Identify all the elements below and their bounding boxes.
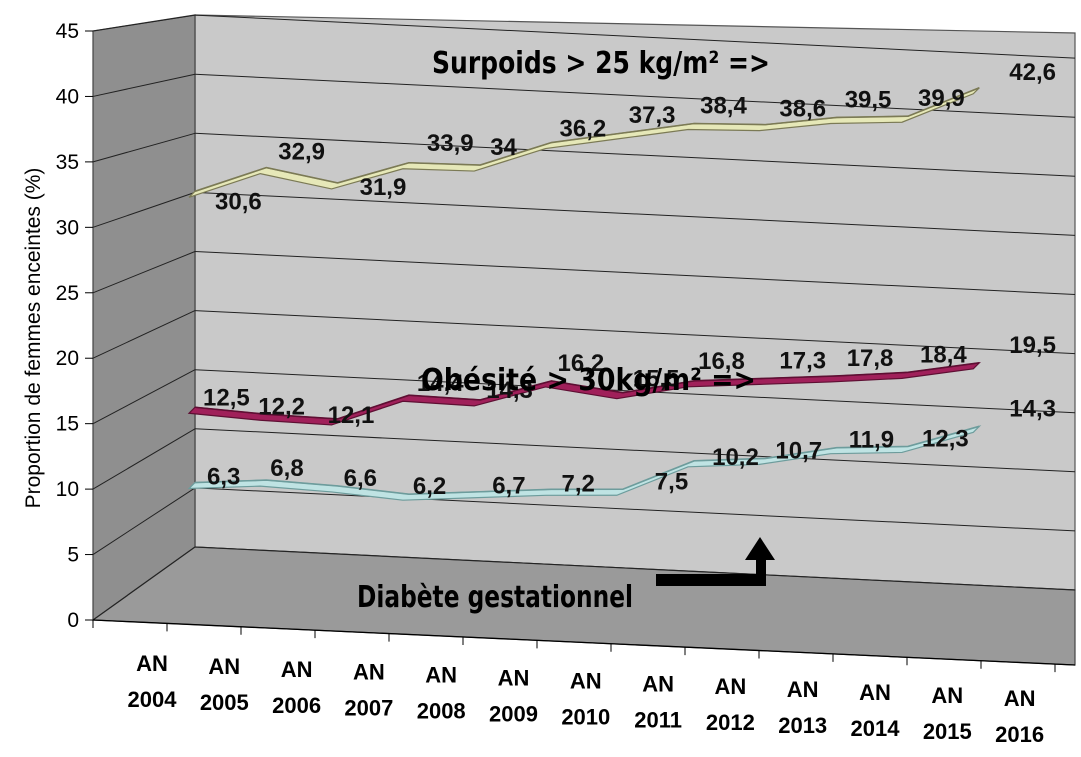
data-label: 36,2 <box>560 116 607 143</box>
x-tick-label-year: 2004 <box>128 687 178 712</box>
x-tick-label-an: AN <box>1004 686 1036 711</box>
data-label: 31,9 <box>360 174 407 201</box>
data-label: 19,5 <box>1009 332 1056 359</box>
x-tick-label-year: 2006 <box>272 693 321 718</box>
annotation-obesite: Obésité > 30kg/m² => <box>421 363 756 398</box>
data-label: 34 <box>490 134 517 161</box>
x-tick-label-an: AN <box>859 680 891 705</box>
x-tick-label-an: AN <box>208 654 240 679</box>
y-tick-label: 45 <box>56 20 79 43</box>
x-tick-label-an: AN <box>931 683 963 708</box>
data-label: 42,6 <box>1009 59 1056 86</box>
x-tick-label-year: 2015 <box>923 719 972 744</box>
x-tick-label-an: AN <box>787 677 819 702</box>
data-label: 38,6 <box>779 96 826 123</box>
y-tick-label: 25 <box>56 282 79 305</box>
data-label: 10,7 <box>775 437 822 464</box>
x-tick-label-year: 2005 <box>200 690 249 715</box>
data-label: 38,4 <box>700 92 747 119</box>
data-label: 6,6 <box>344 465 377 492</box>
data-label: 6,2 <box>413 473 446 500</box>
x-tick-label-an: AN <box>570 668 602 693</box>
data-label: 17,3 <box>779 347 826 374</box>
x-tick-label-an: AN <box>281 657 313 682</box>
annotation-diabete: Diabète gestationnel <box>357 580 633 615</box>
y-tick-label: 20 <box>56 347 79 370</box>
data-label: 6,3 <box>207 464 240 491</box>
x-tick-label-year: 2008 <box>417 699 466 724</box>
x-tick-label-an: AN <box>353 660 385 685</box>
data-label: 14,3 <box>1009 395 1056 422</box>
y-tick-label: 35 <box>56 151 79 174</box>
data-label: 32,9 <box>278 139 325 166</box>
x-tick-label-an: AN <box>715 674 747 699</box>
annotation-surpoids: Surpoids > 25 kg/m² => <box>432 46 770 81</box>
x-tick-label-year: 2016 <box>995 722 1044 747</box>
x-tick-label-year: 2014 <box>851 716 901 741</box>
data-label: 6,7 <box>492 473 525 500</box>
y-tick-label: 15 <box>56 413 79 436</box>
x-tick-label-year: 2009 <box>489 702 538 727</box>
x-tick-label-year: 2012 <box>706 710 755 735</box>
x-tick-label-year: 2013 <box>778 713 827 738</box>
data-label: 18,4 <box>920 341 967 368</box>
data-label: 12,3 <box>922 425 969 452</box>
data-label: 12,2 <box>258 393 305 420</box>
data-label: 17,8 <box>847 345 894 372</box>
x-tick-label-year: 2007 <box>344 696 393 721</box>
data-label: 39,9 <box>918 85 965 112</box>
data-label: 6,8 <box>270 455 303 482</box>
y-tick-label: 0 <box>67 609 79 632</box>
data-label: 37,3 <box>629 102 676 129</box>
data-label: 33,9 <box>427 130 474 157</box>
data-label: 11,9 <box>849 427 894 454</box>
x-tick-label-an: AN <box>498 666 530 691</box>
x-tick-label-an: AN <box>642 671 674 696</box>
data-label: 39,5 <box>845 86 892 113</box>
x-tick-label-year: 2010 <box>561 704 610 729</box>
data-label: 12,5 <box>203 384 250 411</box>
data-label: 30,6 <box>215 188 262 215</box>
y-tick-label: 40 <box>56 85 79 108</box>
data-label: 12,1 <box>328 402 375 429</box>
x-tick-label-an: AN <box>136 651 168 676</box>
data-label: 7,2 <box>562 470 595 497</box>
y-tick-label: 30 <box>56 216 79 239</box>
data-label: 7,5 <box>655 468 688 495</box>
x-tick-label-year: 2011 <box>634 707 682 732</box>
y-axis-label: Proportion de femmes enceintes (%) <box>22 168 45 509</box>
data-label: 10,2 <box>712 444 759 471</box>
y-tick-label: 5 <box>67 544 79 567</box>
x-tick-label-an: AN <box>425 663 457 688</box>
y-tick-label: 10 <box>56 478 79 501</box>
